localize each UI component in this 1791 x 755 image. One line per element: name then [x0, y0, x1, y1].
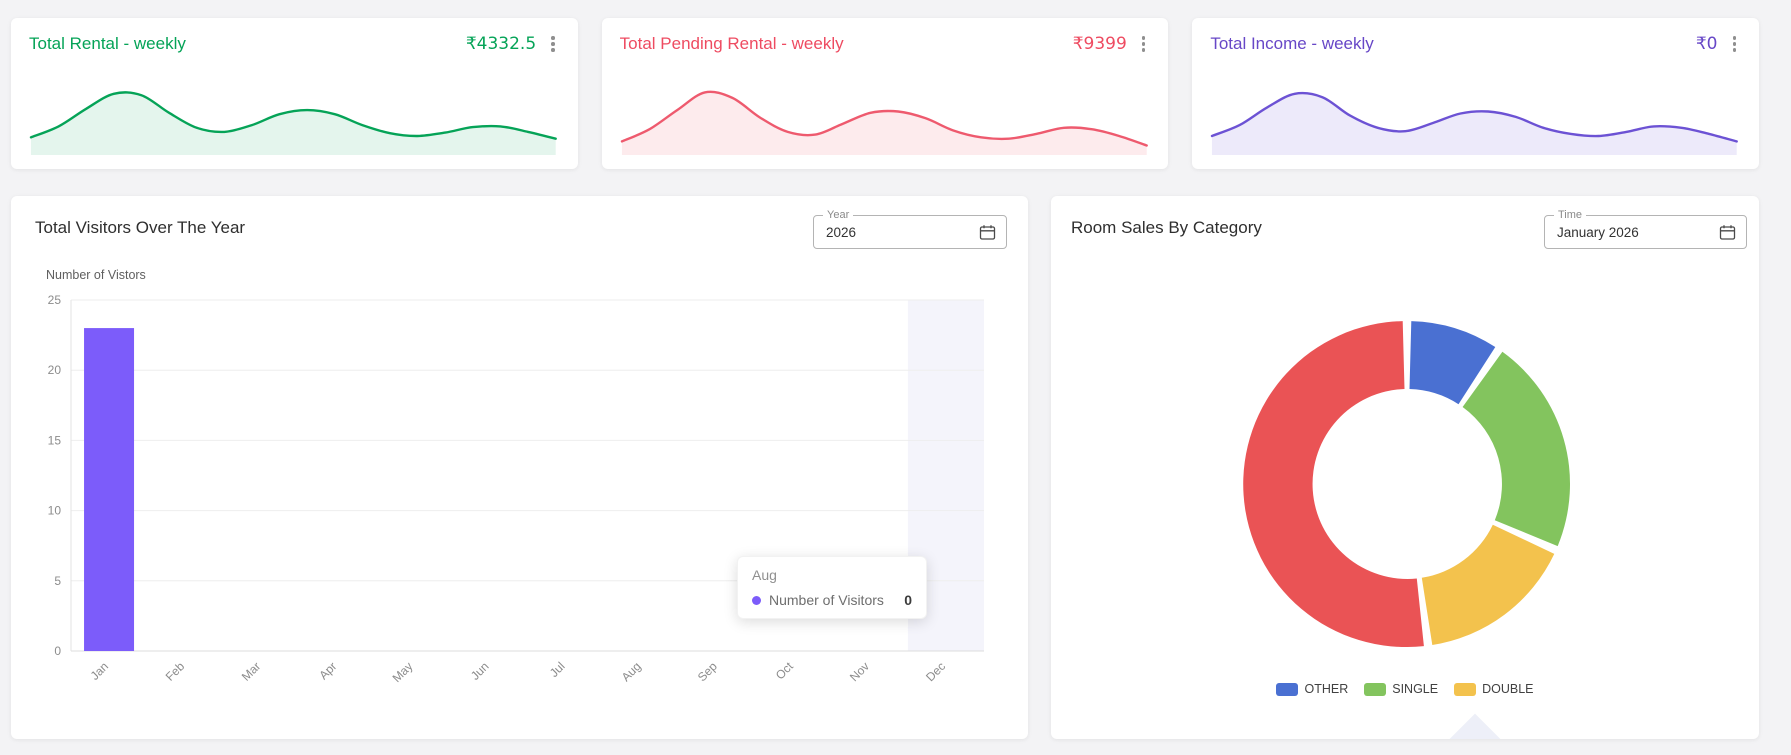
stat-title-total-pending-rental: Total Pending Rental - weekly: [619, 33, 844, 53]
stat-card-header: Total Income - weekly ₹0: [1210, 32, 1741, 56]
calendar-icon[interactable]: [979, 224, 996, 241]
visitors-panel-title: Total Visitors Over The Year: [35, 218, 246, 237]
year-field-value: 2026: [826, 224, 857, 240]
kebab-menu-icon[interactable]: [546, 32, 560, 56]
tooltip-value: 0: [904, 592, 912, 608]
donut-legend: OTHER SINGLE DOUBLE: [1051, 682, 1759, 696]
svg-text:Jul: Jul: [547, 659, 568, 680]
time-field[interactable]: Time January 2026: [1544, 208, 1747, 249]
tooltip-month: Aug: [752, 567, 777, 583]
kebab-menu-icon[interactable]: [1728, 32, 1742, 56]
kebab-menu-icon[interactable]: [1137, 32, 1151, 56]
svg-text:Apr: Apr: [316, 659, 339, 682]
stat-card-header: Total Pending Rental - weekly ₹9399: [620, 32, 1151, 56]
stat-card-row: Total Rental - weekly ₹4332.5 Total Pend…: [11, 18, 1759, 169]
legend-item-double[interactable]: DOUBLE: [1454, 682, 1534, 696]
legend-swatch: [1276, 682, 1299, 696]
tooltip-row: Number of Visitors 0: [752, 592, 912, 608]
stat-card-total-income: Total Income - weekly ₹0: [1192, 18, 1759, 169]
year-field[interactable]: Year 2026: [813, 208, 1007, 249]
calendar-icon[interactable]: [1719, 224, 1736, 241]
svg-text:May: May: [390, 659, 416, 685]
legend-item-other[interactable]: OTHER: [1276, 682, 1348, 696]
svg-text:20: 20: [48, 363, 62, 377]
income-sparkline-chart: [1211, 91, 1739, 155]
visitors-panel: Total Visitors Over The Year Year 2026 N…: [11, 196, 1028, 739]
stat-card-header: Total Rental - weekly ₹4332.5: [29, 32, 560, 56]
tooltip-series-label: Number of Visitors: [769, 592, 884, 608]
svg-text:Mar: Mar: [239, 659, 264, 684]
svg-text:10: 10: [48, 504, 62, 518]
stat-value-total-income: ₹0: [1695, 33, 1718, 54]
svg-text:Oct: Oct: [773, 659, 797, 683]
legend-swatch: [1364, 682, 1387, 696]
pending-sparkline-chart: [620, 90, 1148, 155]
svg-text:Jan: Jan: [88, 659, 112, 683]
stat-value-total-rental: ₹4332.5: [465, 33, 537, 54]
room-sales-donut-chart[interactable]: [1051, 196, 1759, 736]
time-field-label: Time: [1554, 208, 1587, 222]
svg-text:Aug: Aug: [619, 659, 644, 684]
svg-text:15: 15: [48, 433, 62, 447]
svg-text:25: 25: [48, 293, 62, 307]
svg-text:Jun: Jun: [468, 659, 492, 683]
room-sales-panel: Room Sales By Category Time January 2026…: [1051, 196, 1759, 739]
visitors-bar-chart[interactable]: 0 5 10 15 20 25 Jan Feb Mar Apr May Jun Jul Aug Sep Oct…: [48, 293, 984, 685]
rental-sparkline-chart: [29, 91, 557, 155]
year-field-label: Year: [823, 208, 854, 222]
svg-text:0: 0: [54, 644, 61, 658]
stat-right: ₹9399: [1073, 32, 1151, 56]
panel-row: Total Visitors Over The Year Year 2026 N…: [11, 196, 1759, 739]
stat-value-total-pending-rental: ₹9399: [1072, 33, 1127, 54]
stat-card-total-pending-rental: Total Pending Rental - weekly ₹9399: [601, 18, 1169, 169]
room-sales-panel-title: Room Sales By Category: [1071, 218, 1262, 237]
legend-label: OTHER: [1304, 682, 1349, 696]
legend-label: SINGLE: [1392, 682, 1439, 696]
stat-title-total-rental: Total Rental - weekly: [29, 33, 186, 53]
legend-item-single[interactable]: SINGLE: [1364, 682, 1438, 696]
chart-tooltip: Aug Number of Visitors 0: [737, 556, 927, 619]
svg-text:Nov: Nov: [847, 659, 872, 684]
svg-text:Dec: Dec: [923, 659, 948, 684]
svg-text:Sep: Sep: [695, 659, 720, 684]
y-axis-title: Number of Vistors: [46, 268, 146, 282]
stat-right: ₹4332.5: [466, 32, 560, 56]
legend-swatch: [1454, 682, 1477, 696]
stat-right: ₹0: [1696, 32, 1741, 56]
stat-title-total-income: Total Income - weekly: [1210, 33, 1374, 53]
series-dot-icon: [752, 595, 761, 605]
legend-label: DOUBLE: [1482, 682, 1534, 696]
svg-text:Feb: Feb: [163, 659, 188, 684]
svg-text:5: 5: [54, 574, 61, 588]
time-field-value: January 2026: [1557, 224, 1639, 240]
stat-card-total-rental: Total Rental - weekly ₹4332.5: [11, 18, 578, 169]
